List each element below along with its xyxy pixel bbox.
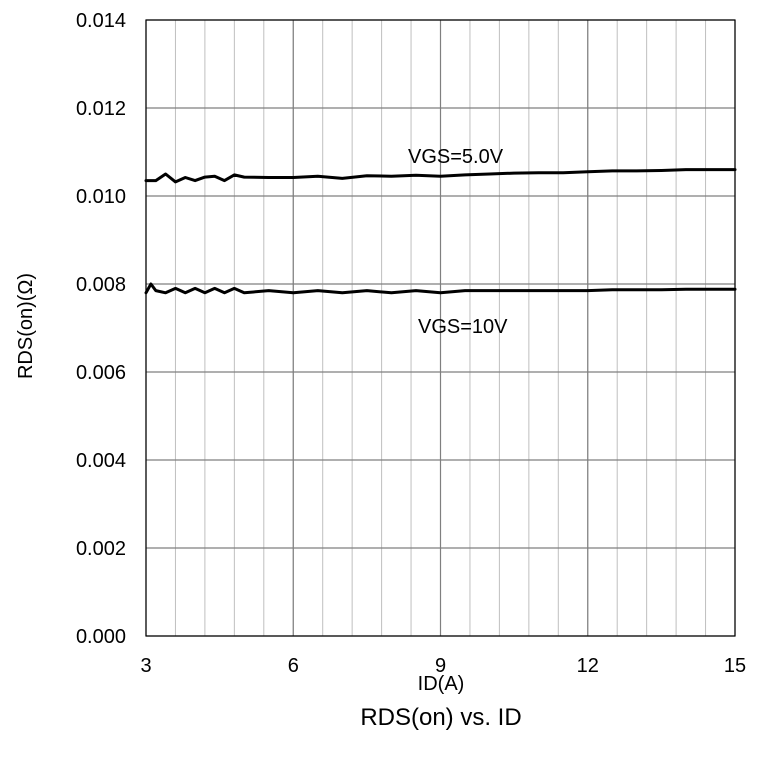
y-tick-label: 0.000: [76, 626, 126, 648]
series-line-vgs-10v: [144, 282, 737, 295]
y-tick-label: 0.004: [76, 450, 126, 472]
x-tick-label: 9: [435, 655, 446, 677]
x-tick-label: 12: [577, 655, 599, 677]
x-tick-label: 6: [288, 655, 299, 677]
chart-title: RDS(on) vs. ID: [360, 704, 521, 731]
y-tick-label: 0.014: [76, 10, 126, 32]
y-axis-title: RDS(on)(Ω): [15, 273, 37, 379]
x-axis-title: ID(A): [418, 673, 465, 695]
y-tick-label: 0.012: [76, 98, 126, 120]
y-tick-label: 0.008: [76, 274, 126, 296]
x-tick-labels: 3 6 9 12 15: [140, 655, 746, 677]
x-tick-label: 3: [140, 655, 151, 677]
grid: [145, 19, 736, 637]
series-group: [144, 168, 737, 295]
y-tick-labels: 0.000 0.002 0.004 0.006 0.008 0.010 0.012 0.014: [76, 10, 126, 648]
y-tick-label: 0.010: [76, 186, 126, 208]
y-tick-label: 0.006: [76, 362, 126, 384]
series-line-vgs-5v: [144, 168, 737, 184]
annotation-vgs-10v: VGS=10V: [418, 316, 508, 338]
plot-frame: [145, 19, 736, 637]
annotation-vgs-5v: VGS=5.0V: [408, 146, 504, 168]
x-tick-label: 15: [724, 655, 746, 677]
y-tick-label: 0.002: [76, 538, 126, 560]
